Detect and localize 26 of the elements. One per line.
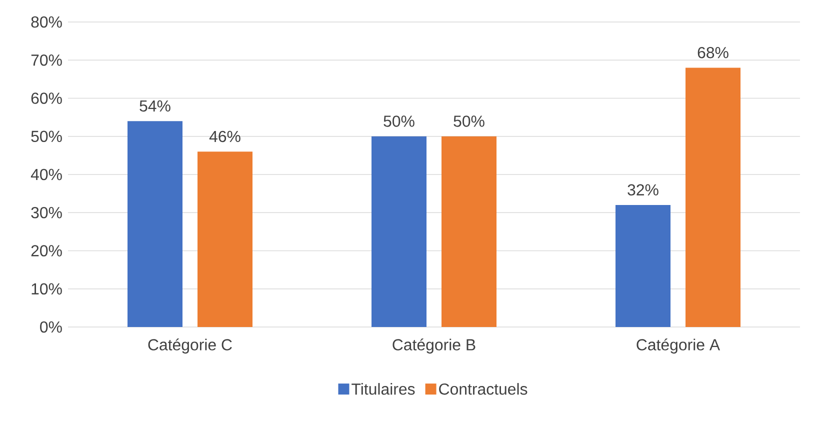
legend-label: Contractuels <box>439 383 528 395</box>
y-tick-label: 20% <box>31 245 62 256</box>
bar <box>198 152 253 327</box>
y-tick-label: 70% <box>31 54 62 66</box>
data-label: 54% <box>140 100 170 112</box>
data-label: 50% <box>454 116 484 127</box>
data-label: 68% <box>698 46 728 58</box>
data-label: 46% <box>209 130 240 142</box>
bar <box>616 205 671 327</box>
bar <box>128 121 182 327</box>
bar <box>442 136 497 327</box>
y-tick-label: 30% <box>31 206 62 218</box>
x-tick-label: Catégorie C <box>148 338 232 354</box>
y-tick-label: 80% <box>31 16 62 28</box>
data-label: 32% <box>628 184 658 196</box>
bar <box>372 136 427 327</box>
x-tick-label: Catégorie B <box>392 338 476 354</box>
x-tick-label: Catégorie A <box>636 338 720 354</box>
y-tick-label: 0% <box>40 321 62 333</box>
y-tick-label: 50% <box>31 130 62 142</box>
y-tick-label: 10% <box>32 283 62 295</box>
data-label: 50% <box>384 116 414 127</box>
legend-label: Titulaires <box>352 383 415 395</box>
y-tick-label: 60% <box>31 92 62 104</box>
bar <box>686 68 741 327</box>
y-tick-label: 40% <box>30 168 62 180</box>
